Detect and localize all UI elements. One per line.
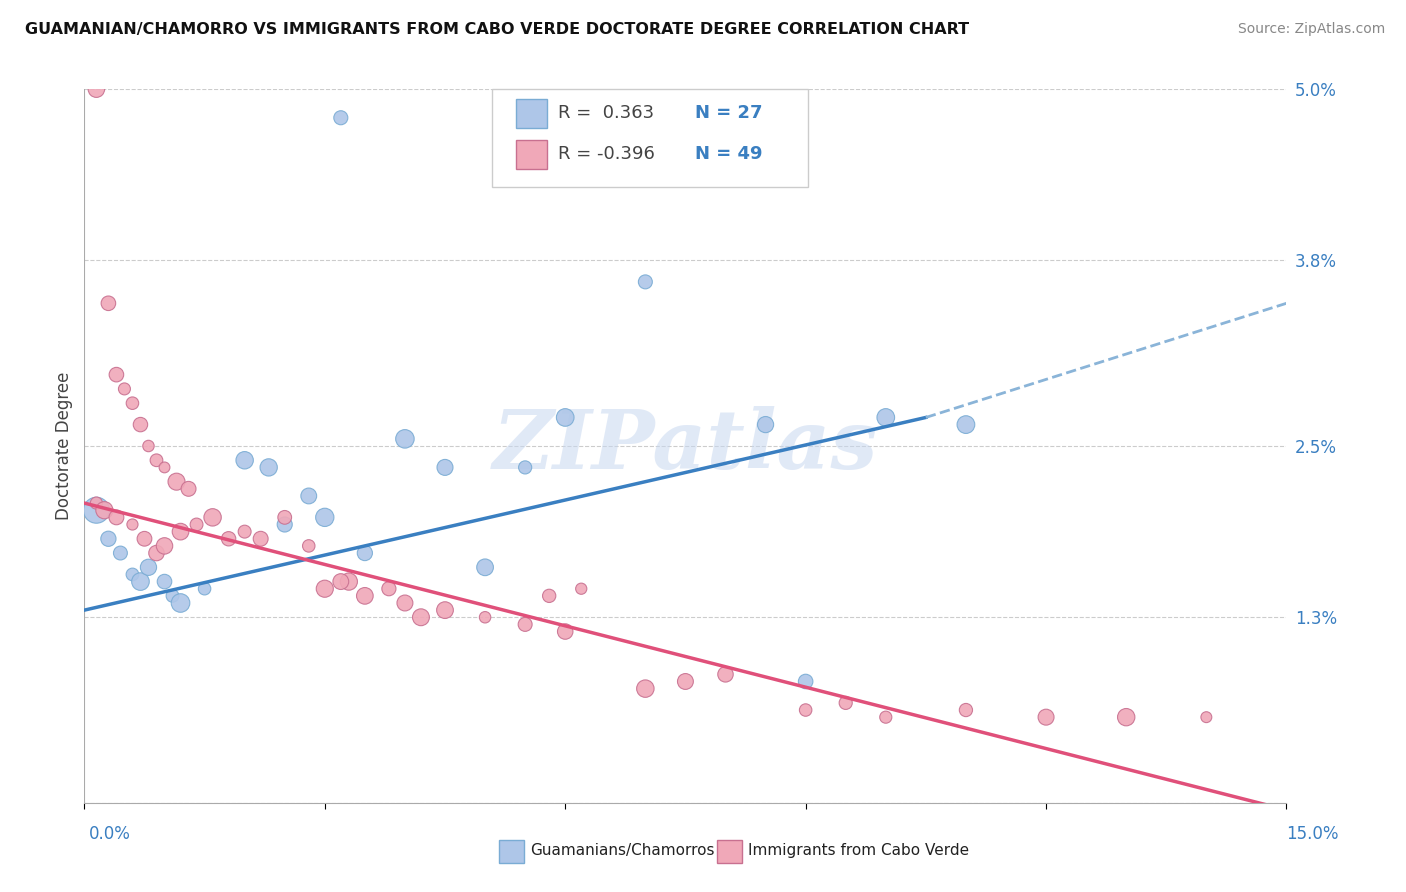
Point: [434, 603, 457, 617]
Point: [169, 596, 191, 610]
Point: [1115, 710, 1137, 724]
Point: [153, 460, 176, 475]
Point: [329, 574, 352, 589]
Point: [1035, 710, 1057, 724]
Point: [138, 439, 160, 453]
Text: ZIPatlas: ZIPatlas: [492, 406, 879, 486]
Point: [714, 667, 737, 681]
Point: [755, 417, 778, 432]
Point: [274, 517, 297, 532]
Point: [634, 275, 657, 289]
Point: [337, 574, 360, 589]
Point: [298, 539, 321, 553]
Point: [186, 517, 208, 532]
Y-axis label: Doctorate Degree: Doctorate Degree: [55, 372, 73, 520]
Point: [121, 567, 143, 582]
Point: [314, 510, 336, 524]
Point: [875, 410, 897, 425]
Point: [378, 582, 401, 596]
Point: [93, 503, 115, 517]
Point: [194, 582, 217, 596]
Text: Guamanians/Chamorros: Guamanians/Chamorros: [530, 844, 714, 858]
Point: [794, 674, 817, 689]
Point: [145, 453, 167, 467]
Point: [105, 510, 128, 524]
Text: N = 49: N = 49: [695, 145, 762, 163]
Point: [298, 489, 321, 503]
Point: [129, 574, 152, 589]
Point: [86, 496, 108, 510]
Text: 15.0%: 15.0%: [1286, 825, 1339, 843]
Point: [134, 532, 156, 546]
Point: [201, 510, 224, 524]
Point: [233, 453, 256, 467]
Point: [515, 617, 537, 632]
Point: [233, 524, 256, 539]
Point: [162, 589, 184, 603]
Text: 0.0%: 0.0%: [89, 825, 131, 843]
Point: [153, 574, 176, 589]
Point: [177, 482, 200, 496]
Point: [86, 503, 108, 517]
Point: [86, 82, 108, 96]
Point: [329, 111, 352, 125]
Point: [835, 696, 858, 710]
Point: [354, 546, 377, 560]
Point: [569, 582, 592, 596]
Point: [145, 546, 167, 560]
Point: [794, 703, 817, 717]
Point: [515, 460, 537, 475]
Point: [114, 382, 135, 396]
Point: [675, 674, 697, 689]
Point: [1195, 710, 1218, 724]
Text: Immigrants from Cabo Verde: Immigrants from Cabo Verde: [748, 844, 969, 858]
Text: N = 27: N = 27: [695, 104, 762, 122]
Text: R =  0.363: R = 0.363: [558, 104, 654, 122]
Point: [218, 532, 240, 546]
Point: [634, 681, 657, 696]
Point: [97, 532, 120, 546]
Point: [955, 703, 977, 717]
Point: [434, 460, 457, 475]
Point: [105, 368, 128, 382]
Point: [121, 517, 143, 532]
Point: [249, 532, 271, 546]
Point: [138, 560, 160, 574]
Point: [274, 510, 297, 524]
Text: GUAMANIAN/CHAMORRO VS IMMIGRANTS FROM CABO VERDE DOCTORATE DEGREE CORRELATION CH: GUAMANIAN/CHAMORRO VS IMMIGRANTS FROM CA…: [25, 22, 969, 37]
Point: [153, 539, 176, 553]
Point: [314, 582, 336, 596]
Point: [409, 610, 432, 624]
Point: [110, 546, 132, 560]
Text: R = -0.396: R = -0.396: [558, 145, 655, 163]
Point: [166, 475, 188, 489]
Point: [354, 589, 377, 603]
Point: [554, 410, 576, 425]
Point: [474, 560, 496, 574]
Text: Source: ZipAtlas.com: Source: ZipAtlas.com: [1237, 22, 1385, 37]
Point: [121, 396, 143, 410]
Point: [169, 524, 191, 539]
Point: [394, 432, 416, 446]
Point: [474, 610, 496, 624]
Point: [97, 296, 120, 310]
Point: [538, 589, 561, 603]
Point: [955, 417, 977, 432]
Point: [257, 460, 280, 475]
Point: [394, 596, 416, 610]
Point: [554, 624, 576, 639]
Point: [875, 710, 897, 724]
Point: [129, 417, 152, 432]
